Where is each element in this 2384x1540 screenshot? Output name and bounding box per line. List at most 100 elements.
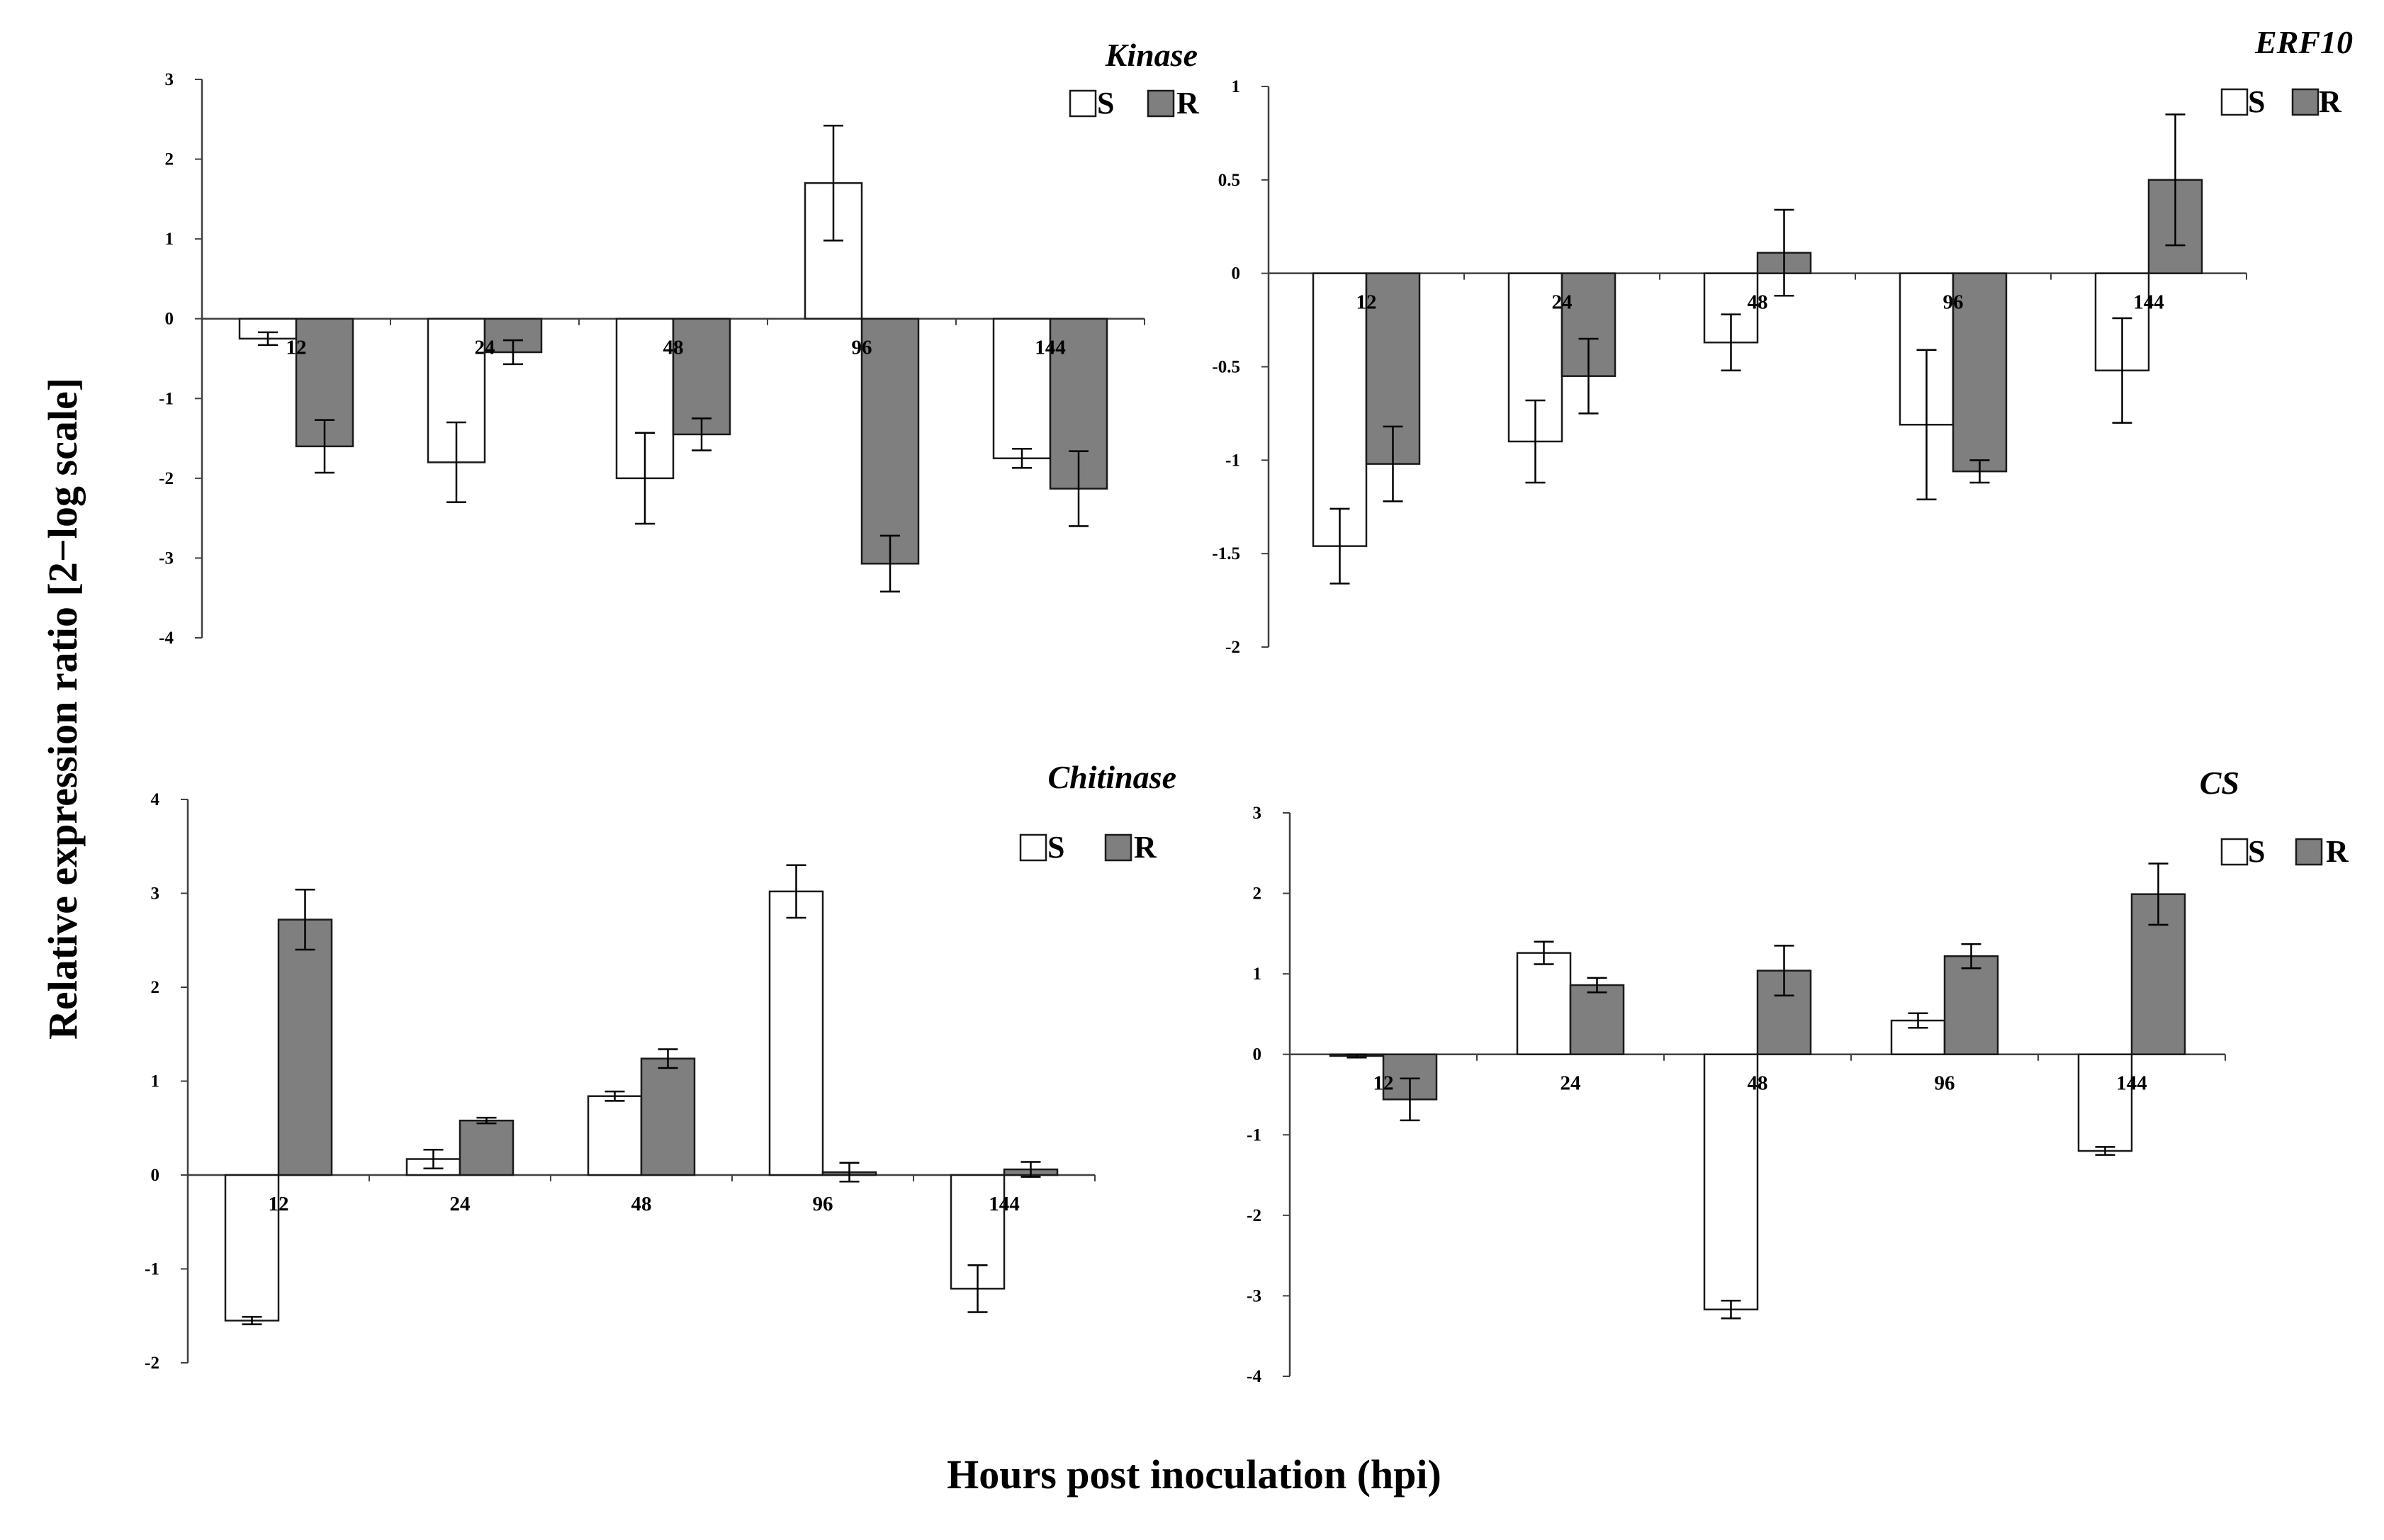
category-label: 48 [663,337,684,359]
y-tick-label: 2 [165,150,174,169]
y-tick-label: -3 [159,549,174,568]
y-tick-label: -3 [1247,1286,1261,1305]
bar-r-96 [1952,272,2008,473]
legend-label-s: S [2248,84,2265,119]
legend-swatch-r [2295,838,2323,866]
bar-r-24 [459,1119,515,1176]
legend-swatch-r [1147,89,1175,118]
bar-r-48 [640,1057,696,1176]
bar-s-144 [2077,1053,2133,1152]
bar-r-24 [1569,984,1625,1055]
bar-s-12 [224,1174,280,1322]
panel-title: Kinase [1105,37,1198,73]
category-label: 96 [1943,291,1964,314]
category-label: 96 [852,337,872,359]
category-label: 12 [269,1193,289,1215]
y-tick-label: 1 [151,1072,160,1091]
y-tick-label: 0.5 [1218,171,1240,190]
category-label: 12 [286,337,307,359]
category-label: 12 [1373,1072,1394,1095]
legend-swatch-s [1019,833,1047,862]
y-tick-label: -0.5 [1212,358,1240,377]
bar-r-12 [277,918,333,1176]
y-tick-label: -1.5 [1212,544,1240,563]
y-tick-label: -4 [159,629,174,648]
bar-r-48 [672,317,731,436]
category-label: 12 [1356,291,1377,314]
category-label: 144 [2116,1072,2147,1095]
legend-swatch-r [2291,88,2320,116]
legend-label-r: R [2319,84,2342,119]
x-axis-label: Hours post inoculation (hpi) [947,1451,1441,1497]
bar-s-12 [1312,272,1368,547]
y-tick-label: 2 [1253,884,1262,904]
y-tick-label: 0 [1232,264,1241,283]
legend-label-s: S [1097,86,1114,120]
y-tick-label: 3 [151,884,160,904]
category-label: 24 [475,337,495,359]
category-label: 24 [450,1193,471,1215]
bar-s-24 [1516,952,1572,1055]
panel-title: CS [2200,765,2239,801]
legend-label-s: S [2248,834,2265,869]
y-tick-label: -2 [159,469,174,488]
category-label: 24 [1561,1072,1581,1095]
legend-swatch-s [2220,88,2249,116]
y-tick-label: -1 [159,389,174,408]
legend-label-r: R [1176,86,1200,120]
legend-label-r: R [2326,834,2349,869]
y-tick-label: -2 [1247,1206,1261,1225]
y-tick-label: 3 [1253,804,1262,823]
bar-s-48 [1703,1053,1759,1310]
bar-r-96 [860,317,920,565]
panel-title: ERF10 [2254,24,2353,60]
y-tick-label: 0 [165,310,174,329]
y-tick-label: 1 [1232,77,1241,96]
y-tick-label: -1 [1247,1125,1261,1145]
y-tick-label: 1 [165,230,174,249]
y-tick-label: 2 [151,978,160,997]
category-label: 144 [2133,291,2164,314]
legend-swatch-s [2220,838,2249,866]
y-tick-label: -2 [145,1354,159,1373]
legend-swatch-s [1069,89,1097,118]
bar-s-96 [768,890,824,1176]
category-label: 96 [813,1193,833,1215]
category-label: 48 [1748,1072,1768,1095]
y-tick-label: 1 [1253,965,1262,984]
legend-label-s: S [1047,830,1064,865]
legend-swatch-r [1104,833,1132,862]
category-label: 144 [989,1193,1020,1215]
category-label: 144 [1035,337,1066,359]
y-tick-label: -2 [1225,638,1240,657]
category-label: 96 [1935,1072,1955,1095]
y-tick-label: -1 [145,1260,159,1279]
legend-label-r: R [1134,830,1157,865]
y-tick-label: 0 [151,1166,160,1185]
y-tick-label: 3 [165,70,174,89]
y-tick-label: 4 [151,790,160,809]
category-label: 24 [1552,291,1573,314]
bar-r-144 [2130,893,2186,1055]
bar-s-48 [1703,272,1759,344]
y-tick-label: -4 [1247,1367,1261,1386]
category-label: 48 [1748,291,1768,314]
bar-r-96 [1943,955,1999,1055]
bar-s-144 [992,317,1052,459]
category-label: 48 [631,1193,652,1215]
bar-s-48 [587,1095,643,1176]
y-axis-label: Relative expression ratio [2−log scale] [40,378,86,1040]
y-tick-label: -1 [1225,451,1240,470]
panel-title: Chitinase [1047,759,1176,795]
y-tick-label: 0 [1253,1045,1262,1064]
